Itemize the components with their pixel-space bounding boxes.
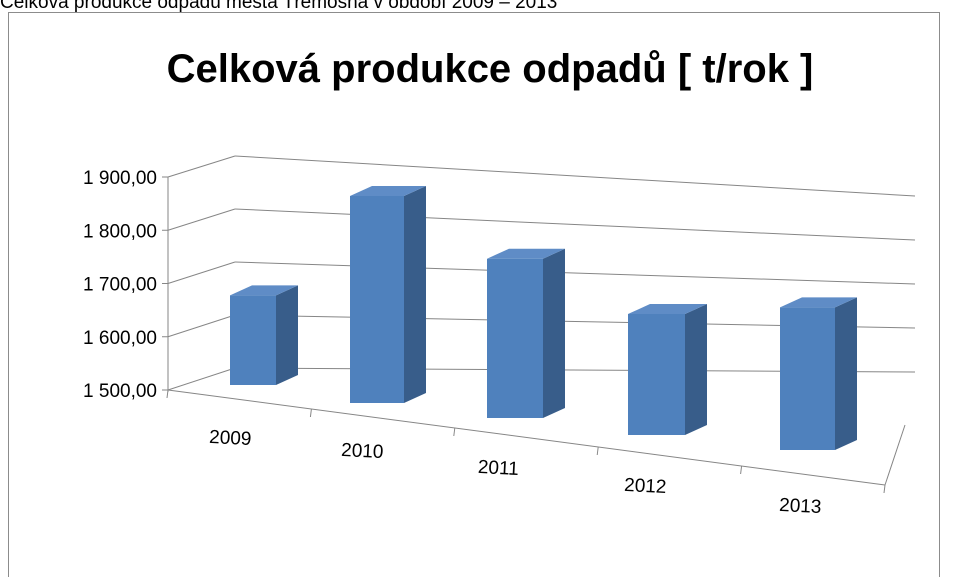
y-tick-label: 1 500,00 (83, 381, 157, 402)
x-tick-label: 2009 (209, 427, 252, 450)
grid-line (167, 261, 236, 284)
bar (487, 258, 543, 418)
bar-top (628, 304, 707, 314)
y-tick-label: 1 600,00 (83, 328, 157, 349)
bar (780, 307, 835, 450)
y-tick-label: 1 700,00 (83, 275, 157, 296)
x-tick (453, 427, 456, 437)
grid-line (234, 155, 916, 197)
bar-side (685, 304, 707, 435)
x-axis (167, 389, 886, 486)
bar (350, 196, 404, 403)
grid-line (167, 155, 236, 178)
grid-line (234, 261, 916, 285)
x-tick (740, 465, 743, 475)
y-tick-label: 1 800,00 (83, 221, 157, 242)
bar-side (543, 248, 565, 418)
grid-line (234, 208, 916, 241)
grid-line (167, 208, 236, 231)
chart-title: Celková produkce odpadů [ t/rok ] (167, 47, 814, 91)
bar-top (487, 248, 565, 259)
grid-line (167, 367, 236, 391)
y-tick-label: 1 900,00 (83, 168, 157, 189)
x-tick-label: 2010 (341, 440, 384, 463)
caption: Celková produkce odpadů města Třemošná v… (0, 0, 557, 13)
bar-top (780, 297, 857, 308)
bar (628, 314, 685, 435)
x-tick-label: 2013 (779, 495, 822, 518)
x-tick-label: 2012 (624, 475, 667, 498)
bar (230, 295, 276, 385)
bar-side (276, 285, 298, 385)
x-tick (883, 484, 886, 494)
x-tick (309, 408, 312, 418)
floor-edge (884, 424, 906, 486)
x-tick (166, 389, 169, 399)
bar-top (350, 186, 426, 196)
x-tick (596, 446, 599, 456)
chart-frame (8, 12, 940, 577)
grid-line (167, 314, 236, 338)
bar-side (835, 297, 857, 450)
bar-side (404, 186, 426, 403)
x-tick-label: 2011 (477, 457, 519, 480)
bar-top (230, 285, 298, 296)
